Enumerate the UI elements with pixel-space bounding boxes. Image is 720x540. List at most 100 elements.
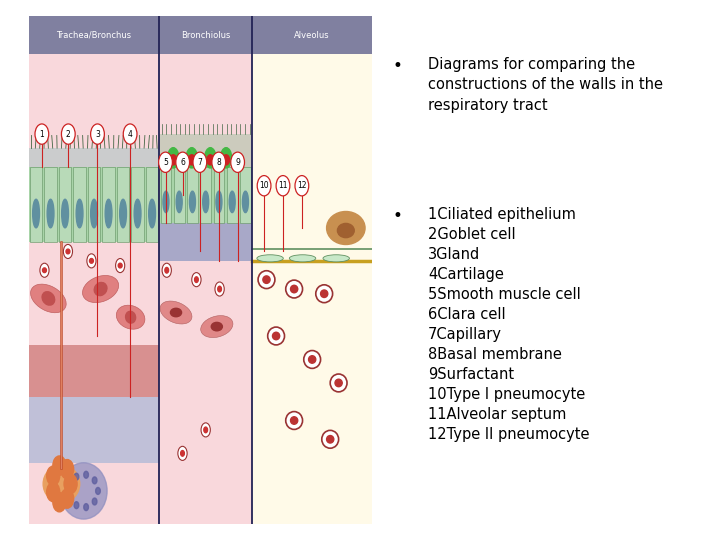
Text: Diagrams for comparing the
constructions of the walls in the
respiratory tract: Diagrams for comparing the constructions…: [428, 57, 663, 113]
Text: 4: 4: [127, 130, 132, 139]
Ellipse shape: [229, 191, 235, 213]
Ellipse shape: [194, 277, 198, 282]
Ellipse shape: [289, 255, 316, 262]
Ellipse shape: [91, 199, 97, 228]
Ellipse shape: [42, 268, 46, 273]
Ellipse shape: [216, 191, 222, 213]
Ellipse shape: [118, 263, 122, 268]
Circle shape: [74, 502, 78, 509]
FancyBboxPatch shape: [29, 346, 159, 397]
Ellipse shape: [327, 212, 365, 245]
Ellipse shape: [163, 191, 169, 213]
Text: Bronchiolus: Bronchiolus: [181, 31, 230, 40]
Text: 11: 11: [278, 181, 288, 190]
Ellipse shape: [268, 327, 284, 345]
Ellipse shape: [171, 308, 181, 317]
Circle shape: [60, 489, 73, 508]
Ellipse shape: [217, 286, 222, 292]
FancyBboxPatch shape: [73, 167, 86, 242]
Ellipse shape: [263, 276, 270, 284]
Ellipse shape: [76, 199, 83, 228]
Ellipse shape: [316, 285, 333, 302]
Circle shape: [61, 124, 75, 144]
Ellipse shape: [192, 273, 201, 287]
Ellipse shape: [105, 199, 112, 228]
FancyBboxPatch shape: [187, 167, 198, 224]
FancyBboxPatch shape: [252, 55, 372, 524]
Circle shape: [47, 466, 60, 485]
Ellipse shape: [116, 259, 125, 273]
FancyBboxPatch shape: [214, 167, 225, 224]
FancyBboxPatch shape: [45, 167, 57, 242]
Ellipse shape: [204, 147, 216, 168]
Circle shape: [68, 482, 73, 489]
Ellipse shape: [201, 423, 210, 437]
FancyBboxPatch shape: [159, 134, 252, 167]
Circle shape: [35, 124, 49, 144]
FancyBboxPatch shape: [88, 167, 100, 242]
Ellipse shape: [203, 191, 209, 213]
FancyBboxPatch shape: [161, 167, 171, 224]
Ellipse shape: [201, 315, 233, 338]
Circle shape: [212, 152, 225, 172]
Circle shape: [64, 474, 77, 494]
Ellipse shape: [323, 255, 349, 262]
Ellipse shape: [62, 199, 68, 228]
FancyBboxPatch shape: [29, 16, 372, 524]
Circle shape: [123, 124, 137, 144]
Ellipse shape: [220, 147, 232, 168]
Ellipse shape: [327, 436, 334, 443]
Text: 10: 10: [259, 181, 269, 190]
FancyBboxPatch shape: [59, 167, 71, 242]
Ellipse shape: [160, 301, 192, 324]
Text: 9: 9: [235, 158, 240, 167]
Ellipse shape: [211, 322, 222, 331]
Circle shape: [47, 482, 60, 502]
Ellipse shape: [322, 430, 338, 448]
FancyBboxPatch shape: [29, 16, 159, 55]
Ellipse shape: [42, 292, 55, 305]
Ellipse shape: [272, 332, 279, 340]
Circle shape: [60, 460, 73, 479]
Circle shape: [84, 471, 89, 478]
Ellipse shape: [63, 245, 73, 259]
Ellipse shape: [125, 311, 135, 323]
Circle shape: [53, 492, 66, 512]
Text: 12: 12: [297, 181, 307, 190]
Text: 7: 7: [197, 158, 202, 167]
FancyBboxPatch shape: [30, 167, 42, 242]
Ellipse shape: [304, 350, 320, 368]
Ellipse shape: [60, 463, 107, 519]
Ellipse shape: [165, 267, 168, 273]
Circle shape: [92, 477, 97, 484]
Ellipse shape: [32, 199, 40, 228]
Ellipse shape: [186, 147, 197, 168]
Circle shape: [231, 152, 245, 172]
Ellipse shape: [243, 191, 248, 213]
FancyBboxPatch shape: [29, 148, 159, 167]
Ellipse shape: [338, 224, 354, 238]
Ellipse shape: [176, 191, 182, 213]
Text: 2: 2: [66, 130, 71, 139]
Ellipse shape: [215, 282, 224, 296]
Text: 8: 8: [217, 158, 221, 167]
Ellipse shape: [258, 271, 275, 288]
Ellipse shape: [83, 275, 119, 302]
Ellipse shape: [89, 259, 94, 263]
Ellipse shape: [30, 284, 66, 313]
Circle shape: [276, 176, 290, 196]
Ellipse shape: [43, 465, 80, 503]
Circle shape: [295, 176, 309, 196]
Ellipse shape: [189, 191, 195, 213]
Ellipse shape: [134, 199, 141, 228]
FancyBboxPatch shape: [29, 167, 159, 242]
Text: 3: 3: [95, 130, 100, 139]
Ellipse shape: [120, 199, 127, 228]
Ellipse shape: [257, 255, 283, 262]
Ellipse shape: [66, 249, 70, 254]
Ellipse shape: [330, 374, 347, 392]
Ellipse shape: [94, 282, 107, 295]
FancyBboxPatch shape: [159, 16, 252, 55]
Circle shape: [189, 155, 195, 165]
FancyBboxPatch shape: [240, 167, 251, 224]
